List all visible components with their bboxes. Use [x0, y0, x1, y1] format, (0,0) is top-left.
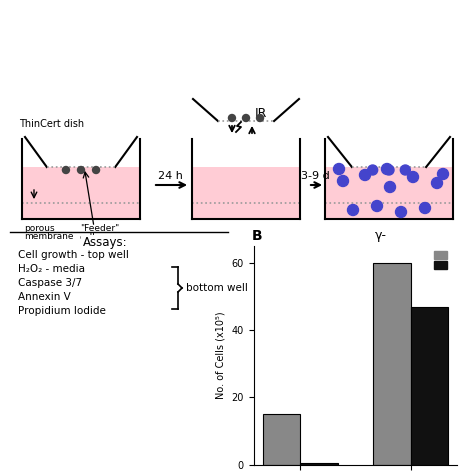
Circle shape: [92, 166, 100, 173]
Polygon shape: [192, 167, 300, 219]
Bar: [410, 307, 448, 465]
Text: membrane: membrane: [24, 232, 73, 241]
Text: "Feeder": "Feeder": [80, 224, 119, 233]
Bar: [373, 263, 410, 465]
Circle shape: [372, 201, 383, 211]
Circle shape: [63, 166, 70, 173]
Circle shape: [384, 182, 395, 192]
Text: Caspase 3/7: Caspase 3/7: [18, 278, 82, 288]
Bar: [263, 414, 301, 465]
Circle shape: [78, 166, 84, 173]
Text: B: B: [252, 229, 263, 243]
Text: porous: porous: [24, 224, 55, 233]
Text: cells: cells: [80, 233, 100, 242]
Polygon shape: [22, 167, 140, 219]
Circle shape: [384, 165, 394, 175]
Circle shape: [419, 202, 430, 213]
Circle shape: [431, 177, 443, 189]
Circle shape: [347, 204, 358, 216]
Circle shape: [438, 168, 448, 180]
Circle shape: [334, 164, 345, 174]
Circle shape: [368, 165, 378, 175]
Text: γ-: γ-: [375, 229, 387, 242]
Circle shape: [243, 115, 249, 121]
Polygon shape: [325, 167, 453, 219]
Circle shape: [359, 170, 371, 181]
Circle shape: [382, 164, 392, 174]
Legend: , : ,: [434, 251, 453, 270]
Y-axis label: No. of Cells (x10⁵): No. of Cells (x10⁵): [216, 312, 226, 399]
Bar: [301, 463, 338, 465]
Text: Annexin V: Annexin V: [18, 292, 71, 302]
Text: 24 h: 24 h: [157, 171, 182, 181]
Text: Propidium Iodide: Propidium Iodide: [18, 306, 106, 316]
Text: ThinCert dish: ThinCert dish: [19, 119, 84, 129]
Text: Cell growth - top well: Cell growth - top well: [18, 250, 129, 260]
Text: 3-9 d: 3-9 d: [301, 171, 329, 181]
Text: bottom well: bottom well: [186, 283, 248, 293]
Circle shape: [401, 165, 410, 175]
Circle shape: [256, 115, 264, 121]
Circle shape: [228, 115, 236, 121]
Text: Assays:: Assays:: [82, 236, 128, 249]
Text: H₂O₂ - media: H₂O₂ - media: [18, 264, 85, 274]
Text: IR: IR: [255, 107, 267, 120]
Circle shape: [408, 172, 419, 182]
Circle shape: [395, 207, 407, 218]
Circle shape: [337, 175, 348, 186]
